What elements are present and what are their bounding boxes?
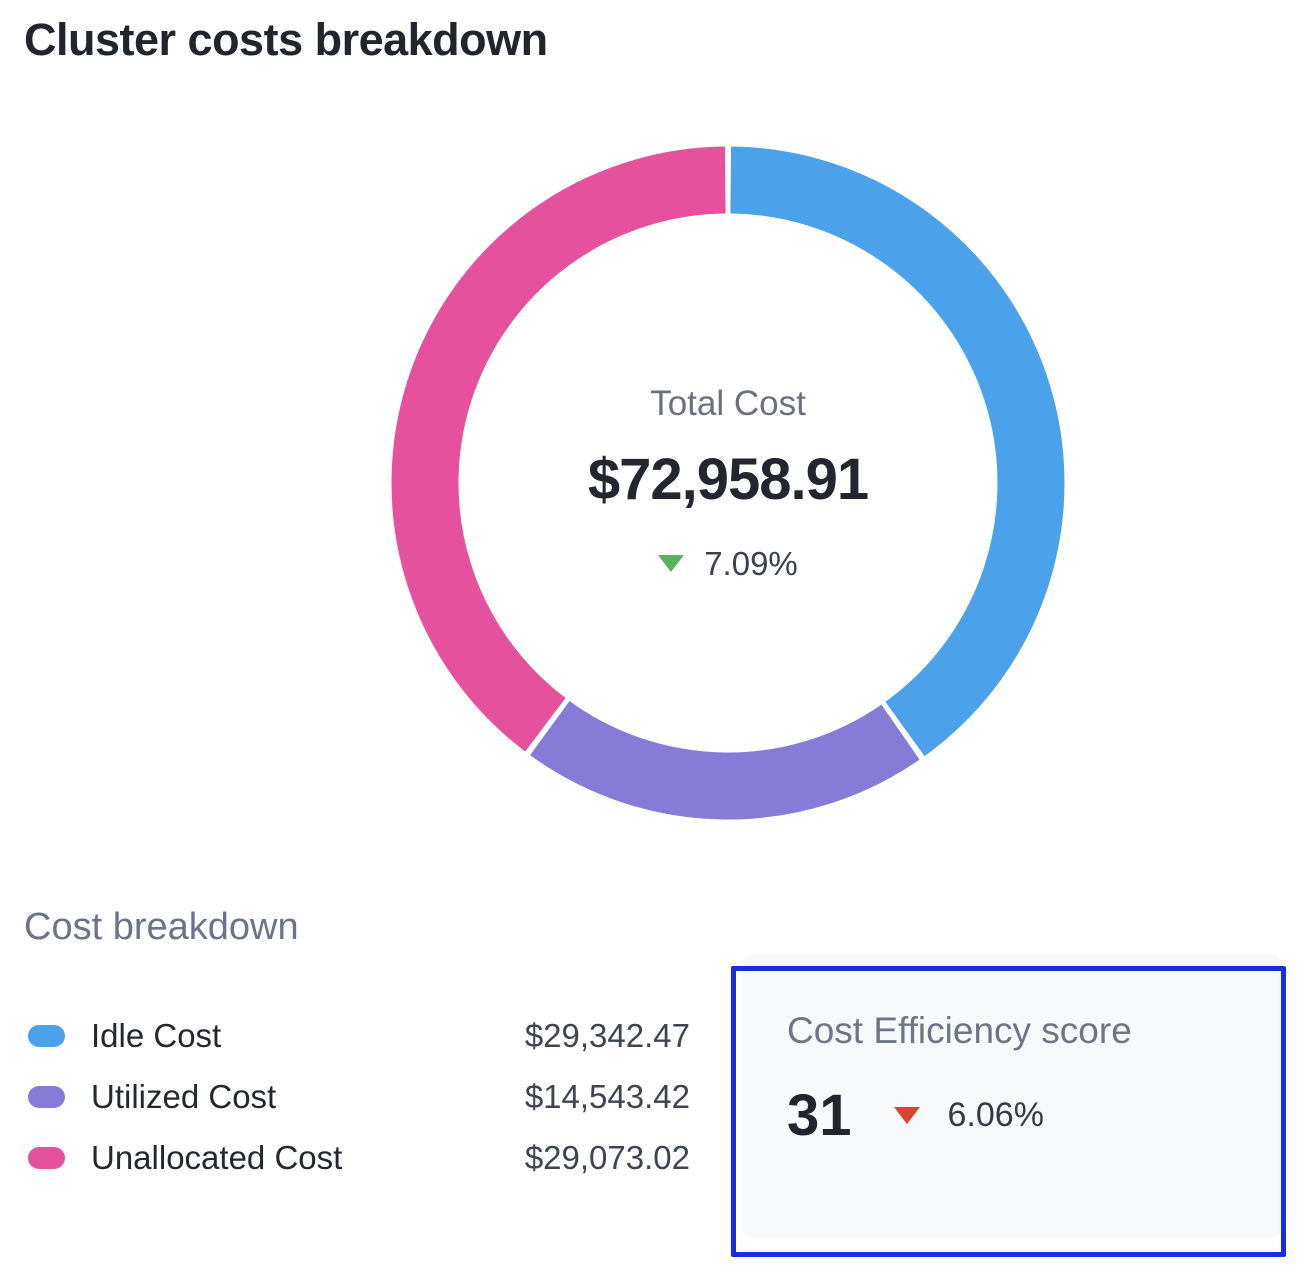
trend-down-icon bbox=[893, 1107, 920, 1124]
donut-segment-idle-cost[interactable] bbox=[730, 146, 1065, 757]
legend-row-idle-cost: Idle Cost $29,342.47 bbox=[24, 1014, 690, 1058]
cost-efficiency-heading: Cost Efficiency score bbox=[787, 1010, 1132, 1051]
legend-value: $29,073.02 bbox=[524, 1139, 690, 1176]
donut-chart-container: Total Cost $72,958.91 7.09% bbox=[388, 143, 1068, 823]
idle-cost-swatch-icon bbox=[28, 1025, 65, 1047]
unallocated-cost-swatch-icon bbox=[28, 1147, 65, 1169]
legend-label: Unallocated Cost bbox=[91, 1139, 343, 1176]
legend-label: Idle Cost bbox=[91, 1017, 222, 1054]
utilized-cost-swatch-icon bbox=[28, 1086, 65, 1108]
legend-row-unallocated-cost: Unallocated Cost $29,073.02 bbox=[24, 1136, 690, 1180]
donut-segment-utilized-cost[interactable] bbox=[530, 700, 920, 820]
legend-row-utilized-cost: Utilized Cost $14,543.42 bbox=[24, 1075, 690, 1119]
donut-segment-unallocated-cost[interactable] bbox=[391, 146, 726, 752]
donut-chart bbox=[391, 146, 1065, 820]
legend-value: $14,543.42 bbox=[524, 1078, 690, 1115]
cost-efficiency-score: 31 bbox=[787, 1083, 852, 1148]
cost-efficiency-score-row: 31 6.06% bbox=[787, 1082, 1281, 1149]
cost-efficiency-content: Cost Efficiency score 31 6.06% bbox=[742, 954, 1281, 1149]
cost-breakdown-legend: Idle Cost $29,342.47 Utilized Cost $14,5… bbox=[24, 1014, 690, 1180]
cost-efficiency-card: Cost Efficiency score 31 6.06% bbox=[742, 954, 1281, 1238]
legend-label: Utilized Cost bbox=[91, 1078, 277, 1115]
page-title: Cluster costs breakdown bbox=[24, 14, 548, 65]
legend-value: $29,342.47 bbox=[524, 1017, 690, 1054]
cost-efficiency-change: 6.06% bbox=[947, 1096, 1044, 1134]
cost-breakdown-heading: Cost breakdown bbox=[24, 906, 299, 948]
